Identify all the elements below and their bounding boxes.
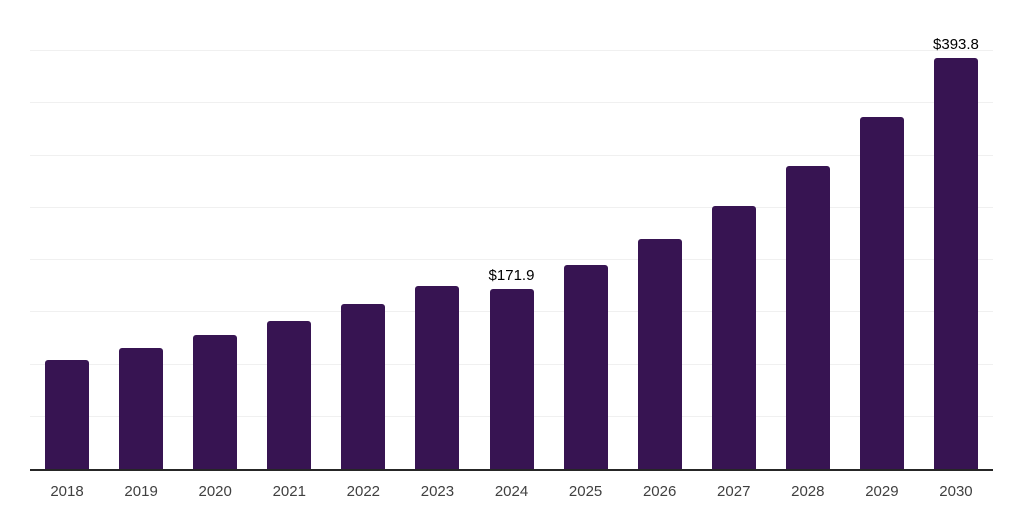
bar-slot-2028	[771, 1, 845, 469]
x-tick-2021: 2021	[272, 483, 306, 500]
bar-slot-2029	[845, 1, 919, 469]
bar-slot-2030: $393.8	[919, 1, 993, 469]
bar-2028[interactable]	[785, 166, 830, 469]
bar-wrap-2029	[859, 117, 904, 469]
bar-slot-2024: $171.9	[474, 1, 548, 469]
x-tick-2020: 2020	[198, 483, 232, 500]
x-tick-2023: 2023	[420, 483, 455, 500]
bar-2020[interactable]	[193, 335, 238, 469]
bar-wrap-2026	[637, 239, 682, 469]
bar-slot-2021	[252, 1, 326, 469]
x-tick-2026: 2026	[642, 483, 677, 500]
bar-wrap-2028	[785, 166, 830, 469]
x-tick-2028: 2028	[791, 483, 825, 500]
bar-wrap-2027	[711, 205, 756, 469]
x-tick-2022: 2022	[346, 483, 381, 500]
x-tick-2027: 2027	[717, 483, 751, 500]
bar-2022[interactable]	[341, 303, 386, 469]
data-label-2024: $171.9	[488, 267, 535, 285]
x-tick-2029: 2029	[865, 483, 899, 500]
bar-slot-2027	[697, 1, 771, 469]
bar-slot-2022	[326, 1, 400, 469]
bar-2029[interactable]	[859, 117, 904, 469]
x-tick-2019: 2019	[124, 483, 158, 500]
bar-2023[interactable]	[415, 286, 460, 469]
x-tick-2030: 2030	[939, 483, 973, 500]
bar-wrap-2024: $171.9	[489, 268, 534, 469]
plot-area: $171.9 $393.8	[30, 1, 993, 471]
bar-wrap-2022	[341, 303, 386, 469]
bar-wrap-2025	[563, 265, 608, 469]
bar-slot-2023	[400, 1, 474, 469]
bar-wrap-2030: $393.8	[933, 37, 979, 469]
bar-slot-2025	[549, 1, 623, 469]
x-axis: 2018 2019 2020 2021 2022 2023 2024 2025 2026 2027…	[30, 483, 993, 501]
bar-2019[interactable]	[119, 347, 164, 469]
bar-wrap-2021	[267, 320, 312, 469]
bar-wrap-2019	[119, 347, 164, 469]
x-tick-2025: 2025	[568, 483, 603, 500]
bar-wrap-2020	[193, 335, 238, 469]
bar-2030[interactable]	[933, 57, 978, 469]
x-tick-2024: 2024	[494, 483, 529, 500]
bar-slot-2018	[30, 1, 104, 469]
bar-2021[interactable]	[267, 320, 312, 469]
bar-2025[interactable]	[563, 265, 608, 469]
bar-2026[interactable]	[637, 239, 682, 469]
bar-slot-2019	[104, 1, 178, 469]
x-tick-2018: 2018	[50, 483, 84, 500]
bar-wrap-2018	[45, 360, 90, 469]
data-label-2030: $393.8	[933, 35, 979, 53]
bar-2018[interactable]	[45, 360, 90, 469]
bar-2027[interactable]	[711, 205, 756, 469]
bar-slot-2026	[623, 1, 697, 469]
bar-2024[interactable]	[489, 289, 534, 469]
bar-wrap-2023	[415, 286, 460, 469]
bar-slot-2020	[178, 1, 252, 469]
